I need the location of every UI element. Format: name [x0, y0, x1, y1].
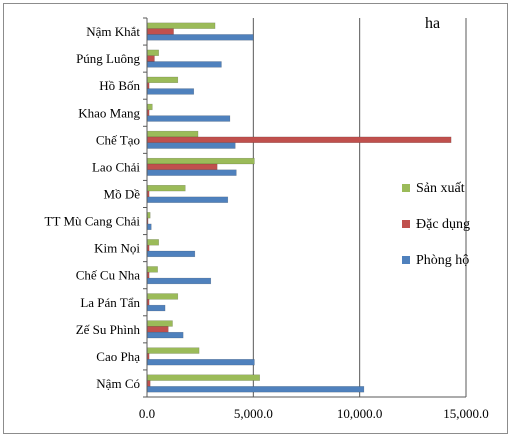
x-tick-label: 15,000.0	[443, 406, 489, 421]
category-label: Cao Phạ	[96, 349, 140, 364]
category-label: Kim Nọi	[94, 241, 140, 256]
category-label: Chế Cu Nha	[76, 268, 141, 283]
bar-san-xuat-ho-bon	[146, 76, 179, 84]
category-label: TT Mù Cang Chải	[45, 214, 141, 229]
bar-san-xuat-kim-noi	[146, 239, 159, 246]
bar-phong-ho-tt-mu-cang-chai	[146, 223, 152, 230]
category-label: La Pán Tẩn	[80, 295, 140, 310]
bar-dac-dung-pung-luong	[146, 55, 155, 62]
bar-phong-ho-mo-de	[146, 196, 229, 203]
bar-san-xuat-nam-khat	[146, 22, 216, 29]
legend-label-san-xuat: Sản xuất	[416, 181, 465, 196]
bar-dac-dung-ze-su-phinh	[146, 326, 169, 333]
bar-phong-ho-che-cu-nha	[146, 277, 212, 285]
bar-phong-ho-la-pan-tan	[146, 304, 166, 312]
legend-swatch-phong-ho	[402, 256, 410, 264]
bar-dac-dung-nam-khat	[146, 28, 174, 35]
bar-san-xuat-nam-co	[146, 374, 260, 381]
bar-phong-ho-pung-luong	[146, 61, 222, 68]
bar-san-xuat-che-cu-nha	[146, 266, 158, 273]
legend-label-dac-dung: Đặc dụng	[416, 217, 470, 232]
legend-label-phong-ho: Phòng hộ	[416, 253, 469, 268]
legend-swatch-dac-dung	[402, 220, 410, 228]
x-tick-label: 0.0	[139, 406, 155, 421]
x-tick-label: 10,000.0	[337, 406, 383, 421]
bar-san-xuat-che-tao	[146, 130, 199, 138]
bar-phong-ho-lao-chai	[146, 169, 237, 176]
bar-phong-ho-khao-mang	[146, 115, 231, 122]
category-label: Lao Chải	[92, 159, 140, 174]
legend-swatch-san-xuat	[402, 184, 410, 192]
category-label: Zế Su Phình	[76, 322, 141, 337]
category-label: Khao Mang	[78, 105, 140, 120]
chart-frame	[3, 3, 508, 434]
bar-san-xuat-khao-mang	[146, 103, 153, 111]
bar-phong-ho-cao-pha	[146, 359, 255, 366]
category-label: Nậm Khắt	[86, 24, 140, 39]
category-label: Nậm Có	[96, 376, 140, 391]
category-label: Chế Tạo	[96, 132, 140, 147]
bar-san-xuat-ze-su-phinh	[146, 320, 173, 327]
bar-san-xuat-pung-luong	[146, 49, 159, 56]
bar-phong-ho-kim-noi	[146, 250, 196, 258]
category-label: Hồ Bốn	[99, 78, 140, 93]
bar-dac-dung-lao-chai	[146, 163, 218, 171]
bar-phong-ho-ze-su-phinh	[146, 331, 184, 339]
x-tick-label: 5,000.0	[234, 406, 273, 421]
unit-label: ha	[425, 15, 440, 32]
bar-san-xuat-mo-de	[146, 185, 186, 192]
bar-dac-dung-che-tao	[146, 136, 452, 143]
bar-san-xuat-lao-chai	[146, 157, 255, 165]
category-label: Púng Luông	[76, 51, 140, 66]
bar-phong-ho-che-tao	[146, 142, 236, 149]
bar-san-xuat-cao-pha	[146, 347, 200, 354]
category-label: Mồ Dề	[104, 186, 141, 201]
bar-phong-ho-ho-bon	[146, 88, 195, 95]
bar-phong-ho-nam-co	[146, 386, 365, 393]
bar-san-xuat-la-pan-tan	[146, 293, 179, 300]
bar-phong-ho-nam-khat	[146, 34, 254, 41]
